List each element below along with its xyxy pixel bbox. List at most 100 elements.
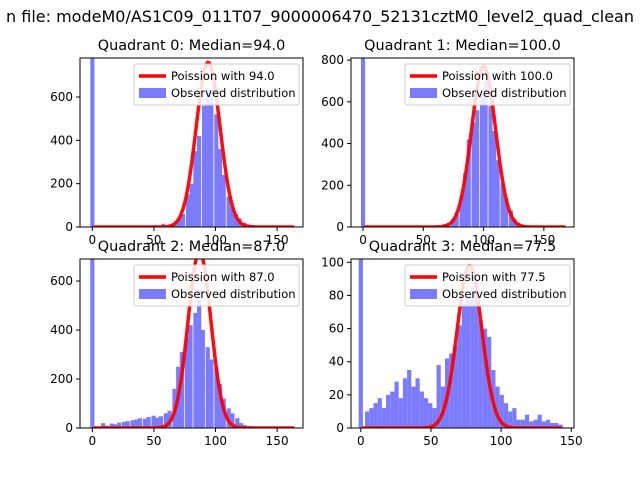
hist-bar — [520, 419, 525, 428]
legend-box — [133, 264, 300, 307]
hist-bar — [155, 417, 160, 428]
hist-bar — [436, 365, 441, 428]
x-tick-label: 0 — [359, 233, 367, 247]
hist-bar — [193, 312, 198, 428]
x-tick-label: 150 — [560, 434, 583, 448]
hist-bar — [100, 423, 106, 428]
hist-bar — [545, 419, 551, 428]
hist-bar — [116, 422, 122, 428]
panel-quadrant-2: 0 50 100 150 0 200 400 600 Poission with 87.0 Obs… — [50, 239, 304, 448]
hist-bar — [529, 421, 534, 428]
hist-bar — [457, 325, 462, 428]
hist-bar — [235, 418, 240, 428]
x-tick-label: 100 — [204, 233, 227, 247]
legend-hist-swatch — [139, 289, 166, 299]
panel-title: Quadrant 1: Median=100.0 — [364, 38, 561, 54]
hist-bar — [181, 214, 186, 227]
hist-bar — [461, 303, 467, 428]
axes-frame — [79, 57, 304, 228]
y-tick-label: 0 — [65, 220, 73, 234]
hist-bar — [214, 114, 219, 227]
legend-hist-swatch — [410, 88, 437, 98]
legend-hist-swatch — [139, 88, 166, 98]
hist-bar — [432, 408, 437, 428]
hist-bar — [234, 214, 239, 227]
hist-bar — [466, 139, 471, 227]
hist-bar — [230, 207, 235, 227]
x-tick-label: 0 — [357, 434, 365, 448]
legend-hist-label: Observed distribution — [171, 86, 296, 100]
hist-bar — [492, 131, 497, 227]
hist-bar — [151, 415, 156, 428]
hist-bar — [205, 88, 210, 227]
hist-bar — [226, 196, 231, 227]
hist-bar — [407, 370, 412, 428]
hist-bar — [454, 212, 459, 227]
hist-bar — [512, 408, 517, 428]
hist-bar — [146, 416, 151, 428]
legend-box — [404, 63, 571, 106]
hist-bar — [113, 424, 118, 428]
hist-bar — [415, 378, 420, 428]
hist-bar — [381, 408, 387, 428]
y-tick-label: 400 — [321, 137, 344, 151]
x-tick-label: 50 — [423, 434, 438, 448]
legend-fit-label: Poission with 94.0 — [171, 69, 275, 83]
hist-bar — [488, 105, 493, 227]
y-tick-label: 200 — [50, 177, 73, 191]
hist-bar — [209, 359, 214, 428]
y-tick-label: 80 — [329, 288, 344, 302]
axes-frame — [79, 258, 304, 429]
hist-bar — [214, 366, 219, 428]
hist-bar — [386, 394, 391, 428]
hist-bar — [550, 423, 555, 428]
hist-bar — [189, 183, 194, 227]
hist-bar — [361, 58, 366, 227]
y-tick-label: 0 — [336, 421, 344, 435]
hist-bar — [453, 345, 458, 428]
hist-bar — [217, 383, 223, 428]
hist-bar — [221, 175, 226, 227]
hist-bar — [158, 416, 164, 428]
hist-bar — [377, 398, 382, 428]
y-tick-label: 40 — [329, 355, 344, 369]
legend-hist-label: Observed distribution — [442, 86, 567, 100]
hist-bar — [504, 197, 509, 227]
y-tick-label: 0 — [336, 220, 344, 234]
hist-bar — [188, 325, 193, 428]
hist-bar — [142, 418, 148, 428]
hist-bar — [398, 398, 403, 428]
x-tick-label: 50 — [146, 434, 161, 448]
panel-quadrant-3: 0 50 100 150 0 20 40 60 80 100 Poission with 77.5 O… — [321, 239, 583, 448]
legend-fit-label: Poission with 87.0 — [171, 270, 275, 284]
hist-bar — [470, 287, 475, 428]
hist-bar — [503, 403, 509, 428]
y-tick-label: 600 — [50, 90, 73, 104]
hist-bar — [471, 122, 476, 227]
legend-fit-label: Poission with 77.5 — [442, 270, 546, 284]
hist-bar — [499, 394, 504, 428]
hist-bar — [402, 378, 408, 428]
hist-bar — [537, 414, 542, 428]
hist-bar — [185, 194, 191, 227]
hist-bar — [482, 328, 488, 428]
legend-box — [133, 63, 300, 106]
legend-hist-label: Observed distribution — [442, 287, 567, 301]
hist-bar — [478, 320, 483, 428]
hist-bar — [130, 420, 135, 428]
hist-bar — [459, 195, 464, 227]
y-tick-label: 60 — [329, 322, 344, 336]
hist-bar — [419, 391, 424, 428]
hist-bar — [358, 259, 363, 428]
hist-bar — [500, 183, 505, 227]
hist-bar — [466, 295, 471, 428]
hist-bar — [428, 403, 433, 428]
y-tick-label: 400 — [50, 133, 73, 147]
hist-bar — [474, 278, 479, 428]
hist-bar — [475, 110, 480, 227]
hist-bar — [533, 419, 538, 428]
hist-bar — [217, 149, 223, 227]
hist-bar — [90, 58, 95, 227]
hist-bar — [479, 93, 485, 227]
hist-bar — [163, 413, 168, 428]
